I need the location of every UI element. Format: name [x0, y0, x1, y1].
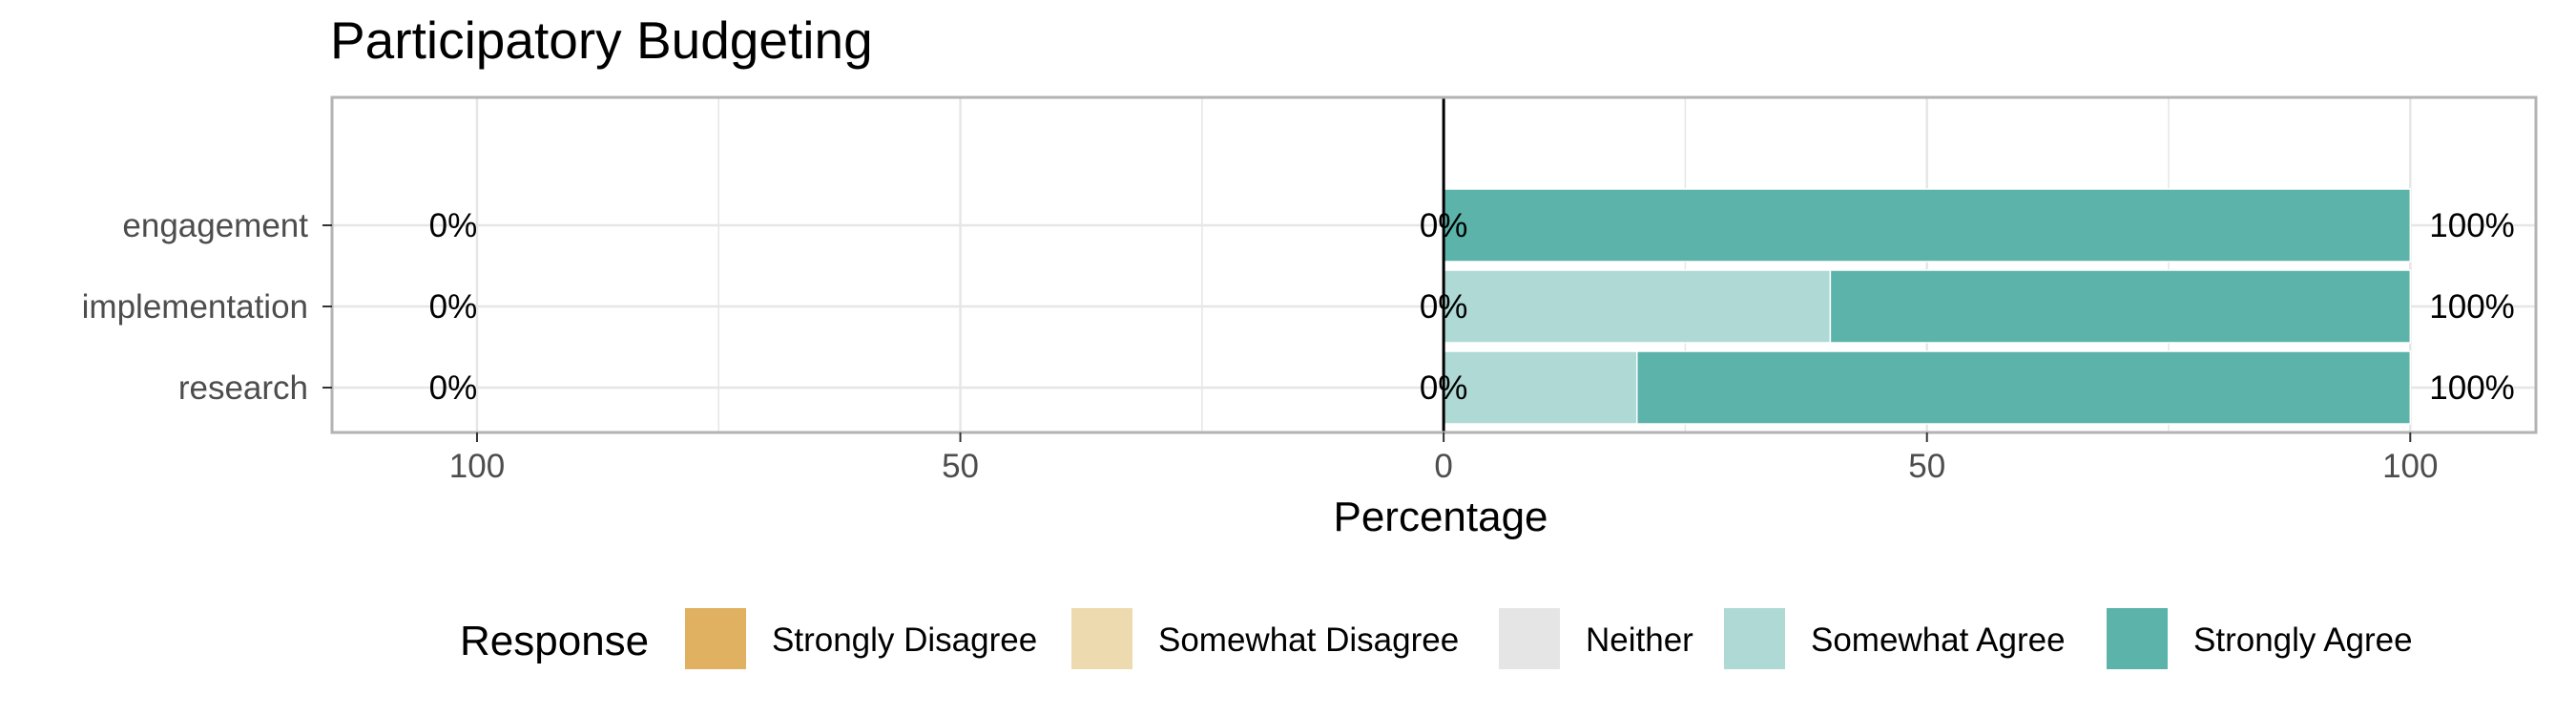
legend-key-strongly-disagree	[683, 606, 748, 671]
chart-title: Participatory Budgeting	[330, 11, 873, 70]
label-right-percent: 100%	[2429, 369, 2515, 407]
bar-implementation-somewhat-agree	[1443, 269, 1832, 344]
legend-key-neither	[1497, 606, 1562, 671]
x-tick-label: 50	[942, 448, 979, 485]
legend-label: Strongly Agree	[2193, 621, 2413, 659]
legend-title: Response	[460, 618, 649, 664]
label-left-percent: 0%	[429, 207, 478, 244]
label-right-percent: 100%	[2429, 288, 2515, 326]
legend-label: Strongly Disagree	[772, 621, 1037, 659]
bar-engagement-strongly-agree	[1443, 188, 2412, 263]
label-left-percent: 0%	[429, 288, 478, 326]
legend-label: Neither	[1586, 621, 1693, 659]
legend-key-somewhat-agree	[1722, 606, 1787, 671]
legend-label: Somewhat Disagree	[1158, 621, 1459, 659]
category-label: engagement	[122, 207, 308, 244]
panel-border	[330, 95, 2538, 434]
bars	[1443, 188, 2412, 425]
x-tick-label: 0	[1434, 448, 1452, 485]
category-label: implementation	[82, 288, 308, 326]
category-label: research	[178, 369, 308, 407]
legend-key-strongly-agree	[2105, 606, 2170, 671]
x-tick-label: 50	[1908, 448, 1945, 485]
legend-key-somewhat-disagree	[1070, 606, 1134, 671]
legend: Response Strongly Disagree Somewhat Disag…	[460, 606, 2413, 671]
label-left-percent: 0%	[429, 369, 478, 407]
data-labels: engagement 0% 0% 100%implementation 0% 0% 100%…	[82, 207, 2515, 407]
bar-implementation-strongly-agree	[1829, 269, 2412, 344]
x-tick-label: 100	[449, 448, 505, 485]
x-tick-label: 100	[2382, 448, 2438, 485]
bar-research-somewhat-agree	[1443, 350, 1638, 425]
axes: 100 50 0 50 100	[322, 95, 2538, 485]
legend-label: Somewhat Agree	[1811, 621, 2066, 659]
label-right-percent: 100%	[2429, 207, 2515, 244]
bar-research-strongly-agree	[1636, 350, 2412, 425]
x-axis-title: Percentage	[1333, 494, 1548, 540]
